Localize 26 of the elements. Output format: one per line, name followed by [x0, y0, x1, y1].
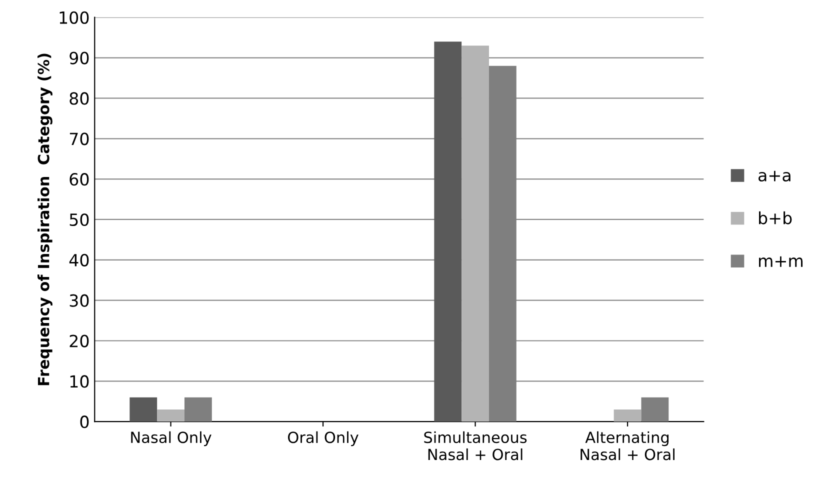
- bar: [462, 46, 489, 422]
- legend-label: b+b: [759, 211, 792, 224]
- bar: [641, 397, 669, 422]
- bar: [434, 42, 462, 422]
- y-tick-label: 50: [70, 213, 89, 226]
- legend-label: m+m: [759, 256, 803, 267]
- y-tick-label: 40: [69, 254, 89, 266]
- x-tick-label: Nasal Only: [131, 431, 212, 446]
- bar: [157, 409, 184, 422]
- y-tick-label: 0: [80, 416, 89, 428]
- bar: [130, 397, 158, 422]
- bar: [184, 397, 212, 422]
- x-tick-label: Oral Only: [288, 431, 358, 446]
- y-tick-label: 20: [70, 334, 89, 348]
- bar: [614, 409, 642, 422]
- y-tick-label: 60: [70, 173, 89, 186]
- y-tick-label: 90: [70, 52, 89, 64]
- x-tick-label: Alternating Nasal + Oral: [580, 431, 674, 460]
- y-tick-label: 100: [60, 11, 89, 24]
- x-tick-label: Simultaneous Nasal + Oral: [424, 431, 527, 460]
- y-tick-label: 80: [70, 92, 89, 105]
- legend-label: a+a: [758, 170, 790, 182]
- y-tick-label: 30: [70, 294, 89, 307]
- y-axis-title: Frequency of Inspiration Category (%): [38, 54, 52, 386]
- y-tick-label: 70: [70, 132, 89, 146]
- y-tick-label: 10: [70, 375, 89, 388]
